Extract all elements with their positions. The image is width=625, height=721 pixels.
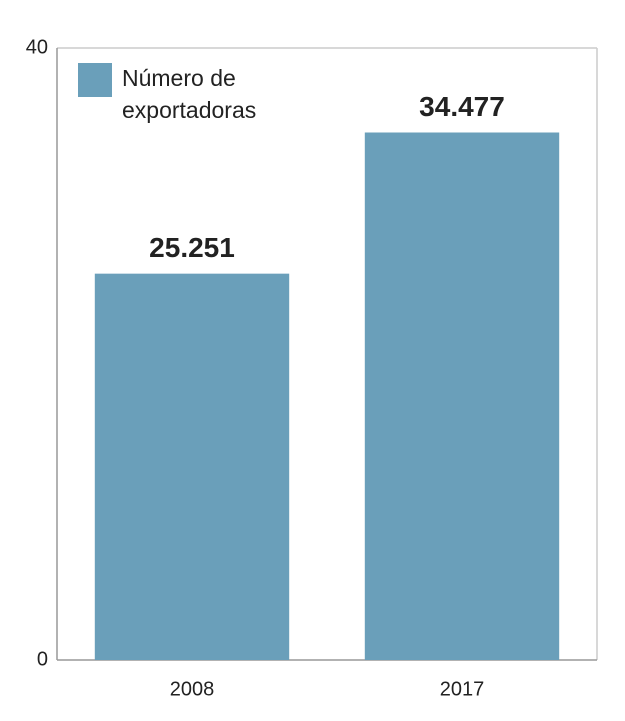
- value-label: 34.477: [419, 91, 505, 122]
- y-tick-label: 0: [37, 648, 48, 670]
- y-tick-label: 40: [26, 36, 48, 58]
- legend-swatch: [78, 63, 112, 97]
- legend-label: Número de exportadoras: [122, 65, 257, 123]
- x-tick-label: 2008: [170, 678, 215, 700]
- bar: [364, 132, 560, 661]
- x-tick-label: 2017: [440, 678, 485, 700]
- value-label: 25.251: [149, 232, 235, 263]
- bar: [94, 273, 290, 660]
